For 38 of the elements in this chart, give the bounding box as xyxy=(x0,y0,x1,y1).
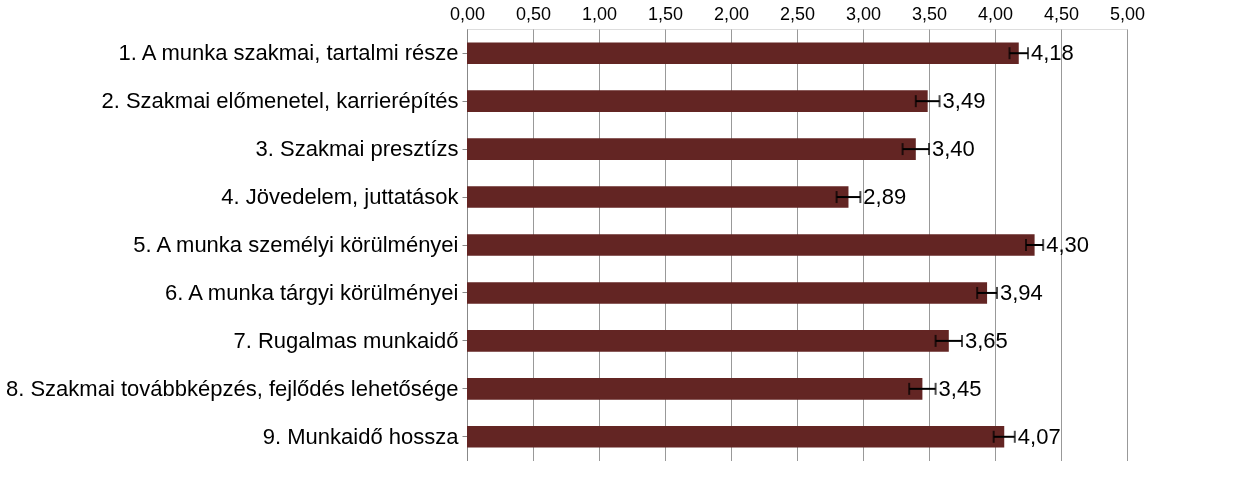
y-tick-label: 8. Szakmai továbbképzés, fejlődés lehetősége xyxy=(5,375,459,401)
x-tick-label: 2,00 xyxy=(713,3,750,24)
y-tick-label: 4. Jövedelem, juttatások xyxy=(221,184,460,210)
bar xyxy=(467,138,916,160)
data-label: 2,89 xyxy=(863,184,907,210)
x-tick-label: 3,50 xyxy=(911,3,948,24)
bar xyxy=(467,282,988,304)
x-tick-label: 5,00 xyxy=(1109,3,1146,24)
y-tick-label: 7. Rugalmas munkaidő xyxy=(233,327,459,353)
x-tick-label: 0,00 xyxy=(449,3,486,24)
data-label: 3,49 xyxy=(942,88,986,114)
x-tick-label: 4,50 xyxy=(1043,3,1080,24)
y-tick-label: 9. Munkaidő hossza xyxy=(262,423,460,449)
x-tick-label: 4,00 xyxy=(977,3,1014,24)
bar xyxy=(467,378,923,400)
bar xyxy=(467,426,1005,448)
x-tick-label: 1,50 xyxy=(647,3,684,24)
y-tick-label: 6. A munka tárgyi körülményei xyxy=(165,279,459,305)
bar xyxy=(467,330,949,352)
x-tick-label: 3,00 xyxy=(845,3,882,24)
bar xyxy=(467,90,928,112)
x-tick-label: 0,50 xyxy=(515,3,552,24)
data-label: 3,40 xyxy=(932,136,975,162)
bar xyxy=(467,42,1019,64)
y-tick-label: 1. A munka szakmai, tartalmi része xyxy=(118,40,459,66)
y-tick-label: 5. A munka személyi körülményei xyxy=(133,232,459,257)
y-tick-label: 2. Szakmai előmenetel, karrierépítés xyxy=(101,88,459,114)
data-label: 3,65 xyxy=(965,327,1008,353)
x-tick-label: 2,50 xyxy=(779,3,816,24)
data-label: 4,07 xyxy=(1017,423,1061,449)
x-tick-label: 1,00 xyxy=(581,3,618,24)
bar xyxy=(467,234,1035,256)
data-label: 4,30 xyxy=(1046,232,1090,257)
data-label: 3,45 xyxy=(938,375,982,401)
data-label: 4,18 xyxy=(1031,40,1074,66)
bar xyxy=(467,186,849,208)
data-label: 3,94 xyxy=(999,279,1043,305)
y-tick-label: 3. Szakmai presztízs xyxy=(255,136,459,162)
